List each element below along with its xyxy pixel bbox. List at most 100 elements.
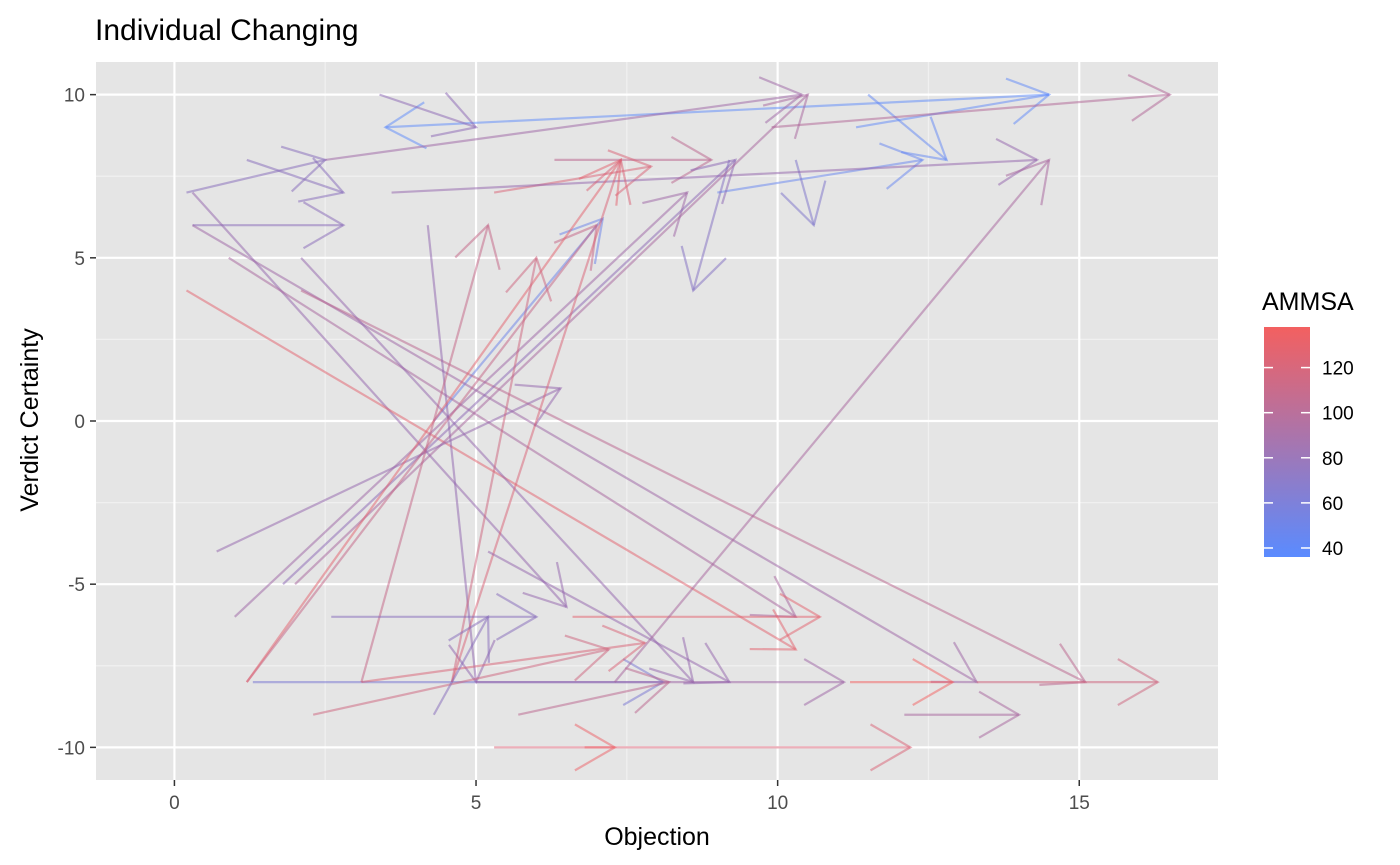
- arrow-head: [995, 137, 1040, 186]
- y-tick-label: 5: [74, 249, 85, 270]
- arrow-shaft: [245, 224, 598, 683]
- arrow-segment: [487, 550, 732, 685]
- arrow-shaft: [185, 289, 797, 651]
- arrow-head: [574, 723, 617, 772]
- arrow-segment: [185, 289, 798, 651]
- x-tick-label: 0: [169, 793, 180, 814]
- arrow-segment: [233, 191, 689, 618]
- arrow-segment: [432, 614, 490, 716]
- arrow-segment: [717, 142, 925, 194]
- arrow-shaft: [432, 616, 490, 716]
- arrow-segment: [904, 690, 1022, 739]
- arrow-shaft: [385, 93, 1050, 129]
- y-tick-label: -5: [68, 575, 85, 596]
- arrow-shaft: [450, 159, 622, 683]
- arrow-shaft: [228, 256, 797, 618]
- arrow-head: [564, 634, 611, 682]
- legend-tick-label: 100: [1322, 404, 1354, 425]
- arrow-shaft: [855, 93, 1050, 129]
- legend-colorbar: [1264, 327, 1310, 557]
- arrow-head: [683, 642, 732, 685]
- arrow-head: [912, 658, 955, 707]
- arrow-segment: [325, 76, 804, 161]
- arrow-head: [585, 157, 632, 206]
- arrow-shaft: [379, 93, 477, 129]
- arrow-segment: [360, 223, 501, 683]
- arrow-head: [383, 101, 427, 150]
- arrow-segment: [771, 73, 1172, 129]
- arrow-segment: [680, 159, 731, 293]
- arrow-shaft: [216, 387, 561, 553]
- arrow-shaft: [186, 158, 326, 194]
- x-axis-title: Objection: [604, 823, 710, 851]
- arrow-head: [1117, 658, 1160, 707]
- arrow-shaft: [487, 550, 730, 684]
- arrow-head: [553, 223, 599, 271]
- arrow-head: [298, 157, 346, 203]
- arrow-shaft: [300, 289, 1086, 684]
- arrow-head: [758, 76, 804, 124]
- arrow-shaft: [233, 191, 688, 618]
- y-tick-label: 10: [64, 86, 85, 107]
- y-axis-title: Verdict Certainty: [16, 328, 44, 512]
- arrow-segment: [855, 77, 1052, 129]
- y-tick-label: -10: [58, 738, 85, 759]
- arrow-head: [624, 666, 672, 714]
- arrow-head: [978, 690, 1022, 739]
- arrow-head: [642, 191, 689, 237]
- arrow-segment: [450, 157, 632, 683]
- arrow-segment: [850, 658, 955, 707]
- arrow-head: [514, 383, 563, 427]
- legend-tick-label: 80: [1322, 449, 1343, 470]
- arrow-shaft: [325, 93, 802, 161]
- arrow-segment: [391, 137, 1040, 194]
- arrow-head: [779, 592, 823, 641]
- arrow-head: [803, 658, 847, 707]
- arrow-head: [302, 201, 346, 250]
- arrow-shaft: [300, 257, 695, 683]
- arrow-segments: [185, 73, 1172, 772]
- arrow-head: [448, 614, 490, 663]
- arrow-head: [901, 116, 949, 162]
- arrow-head: [749, 608, 798, 651]
- x-tick-label: 15: [1069, 793, 1090, 814]
- x-tick-label: 10: [767, 793, 788, 814]
- arrow-head: [495, 592, 539, 641]
- arrow-shaft: [360, 224, 490, 683]
- arrow-shaft: [692, 159, 731, 291]
- arrow-segment: [494, 723, 913, 772]
- arrow-head: [430, 91, 479, 138]
- arrow-shaft: [867, 93, 948, 161]
- x-axis-ticks: 0 5 10 15: [169, 780, 1090, 814]
- arrow-head: [454, 223, 501, 270]
- legend-title: AMMSA: [1262, 288, 1354, 316]
- arrow-segment: [976, 658, 1160, 707]
- arrow-shaft: [391, 158, 1038, 194]
- legend-tick-label: 60: [1322, 494, 1343, 515]
- legend-tick-label: 120: [1322, 359, 1354, 380]
- x-tick-label: 5: [471, 793, 482, 814]
- legend-tick-label: 40: [1322, 539, 1343, 560]
- arrow-segment: [476, 658, 847, 707]
- arrow-segment: [282, 158, 738, 585]
- arrow-segment: [383, 93, 1050, 150]
- arrow-head: [522, 561, 568, 609]
- arrow-segment: [312, 634, 611, 716]
- arrow-head: [1005, 158, 1051, 206]
- arrow-shaft: [613, 159, 1050, 683]
- arrow-shaft: [794, 159, 815, 226]
- arrow-shaft: [771, 93, 1170, 129]
- arrow-segment: [780, 159, 827, 228]
- arrow-segment: [867, 93, 949, 162]
- legend-ticks: 40 60 80 100 120: [1264, 359, 1354, 560]
- arrow-shaft: [493, 165, 652, 194]
- arrow-segment: [379, 91, 479, 138]
- arrow-segment: [450, 255, 553, 683]
- y-tick-label: 0: [74, 412, 85, 433]
- arrow-segment: [245, 223, 599, 683]
- arrow-shaft: [282, 159, 737, 585]
- arrow-shaft: [312, 648, 609, 716]
- arrow-segment: [192, 201, 346, 250]
- arrow-segment: [361, 624, 648, 684]
- arrow-segment: [331, 592, 539, 641]
